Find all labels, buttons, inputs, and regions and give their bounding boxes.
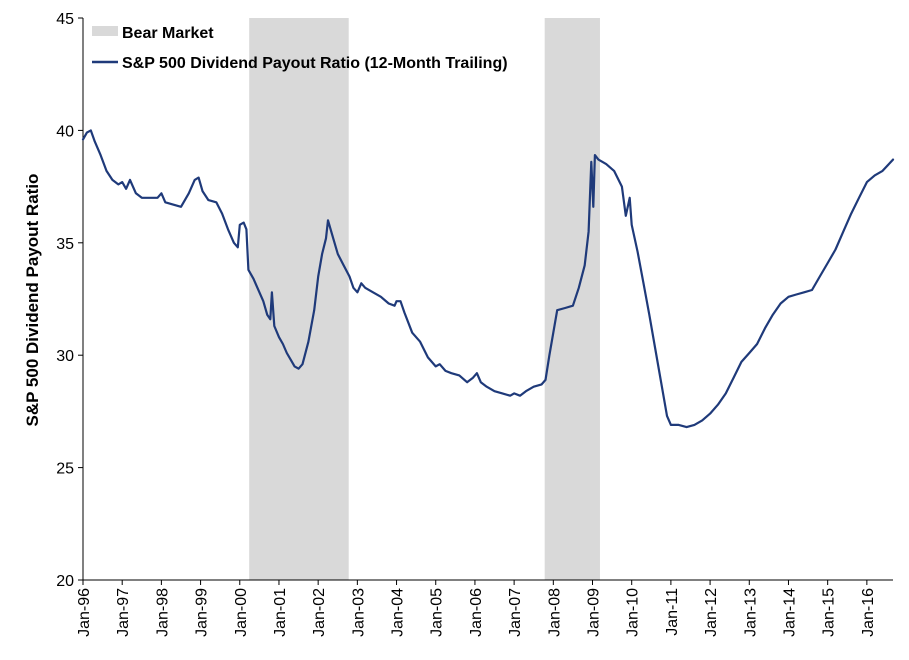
x-tick-label: Jan-98 [154,588,171,637]
x-tick-label: Jan-12 [703,588,720,637]
x-tick-label: Jan-11 [664,588,681,636]
x-tick-label: Jan-05 [429,588,446,637]
legend-swatch-bear-market [92,26,118,36]
x-tick-label: Jan-15 [821,588,838,637]
x-tick-label: Jan-03 [350,588,367,637]
x-tick-label: Jan-06 [468,588,485,637]
legend-label-payout-ratio: S&P 500 Dividend Payout Ratio (12-Month … [122,55,508,72]
x-tick-label: Jan-02 [311,588,328,637]
y-ticks: 20 25 30 35 40 45 [56,11,83,590]
y-tick-label: 20 [56,573,74,590]
x-tick-label: Jan-04 [390,588,407,637]
y-tick-label: 30 [56,348,74,365]
series-line-payout-ratio [81,129,895,429]
x-tick-label: Jan-16 [860,588,877,637]
x-tick-label: Jan-14 [781,588,798,637]
axes [82,18,893,581]
x-tick-label: Jan-01 [272,588,289,637]
x-tick-label: Jan-08 [546,588,563,637]
x-tick-label: Jan-07 [507,588,524,637]
y-tick-label: 45 [56,11,74,28]
x-tick-label: Jan-97 [115,588,132,637]
x-tick-label: Jan-99 [194,588,211,637]
x-tick-label: Jan-13 [742,588,759,637]
y-axis-label: S&P 500 Dividend Payout Ratio [23,174,42,427]
x-tick-label: Jan-10 [625,588,642,637]
x-tick-label: Jan-00 [233,588,250,637]
y-tick-label: 40 [56,123,74,140]
x-ticks: Jan-96 Jan-97 Jan-98 Jan-99 Jan-00 Jan-01 Jan-… [76,580,877,637]
y-tick-label: 35 [56,236,74,253]
legend: Bear Market S&P 500 Dividend Payout Rati… [92,25,508,72]
bear-market-region-1 [249,18,349,580]
y-tick-label: 25 [56,461,74,478]
series-lines [81,129,895,429]
bear-market-shading [249,18,600,580]
x-tick-label: Jan-09 [586,588,603,637]
bear-market-region-2 [544,18,600,580]
legend-label-bear-market: Bear Market [122,25,214,42]
x-tick-label: Jan-96 [76,588,93,637]
